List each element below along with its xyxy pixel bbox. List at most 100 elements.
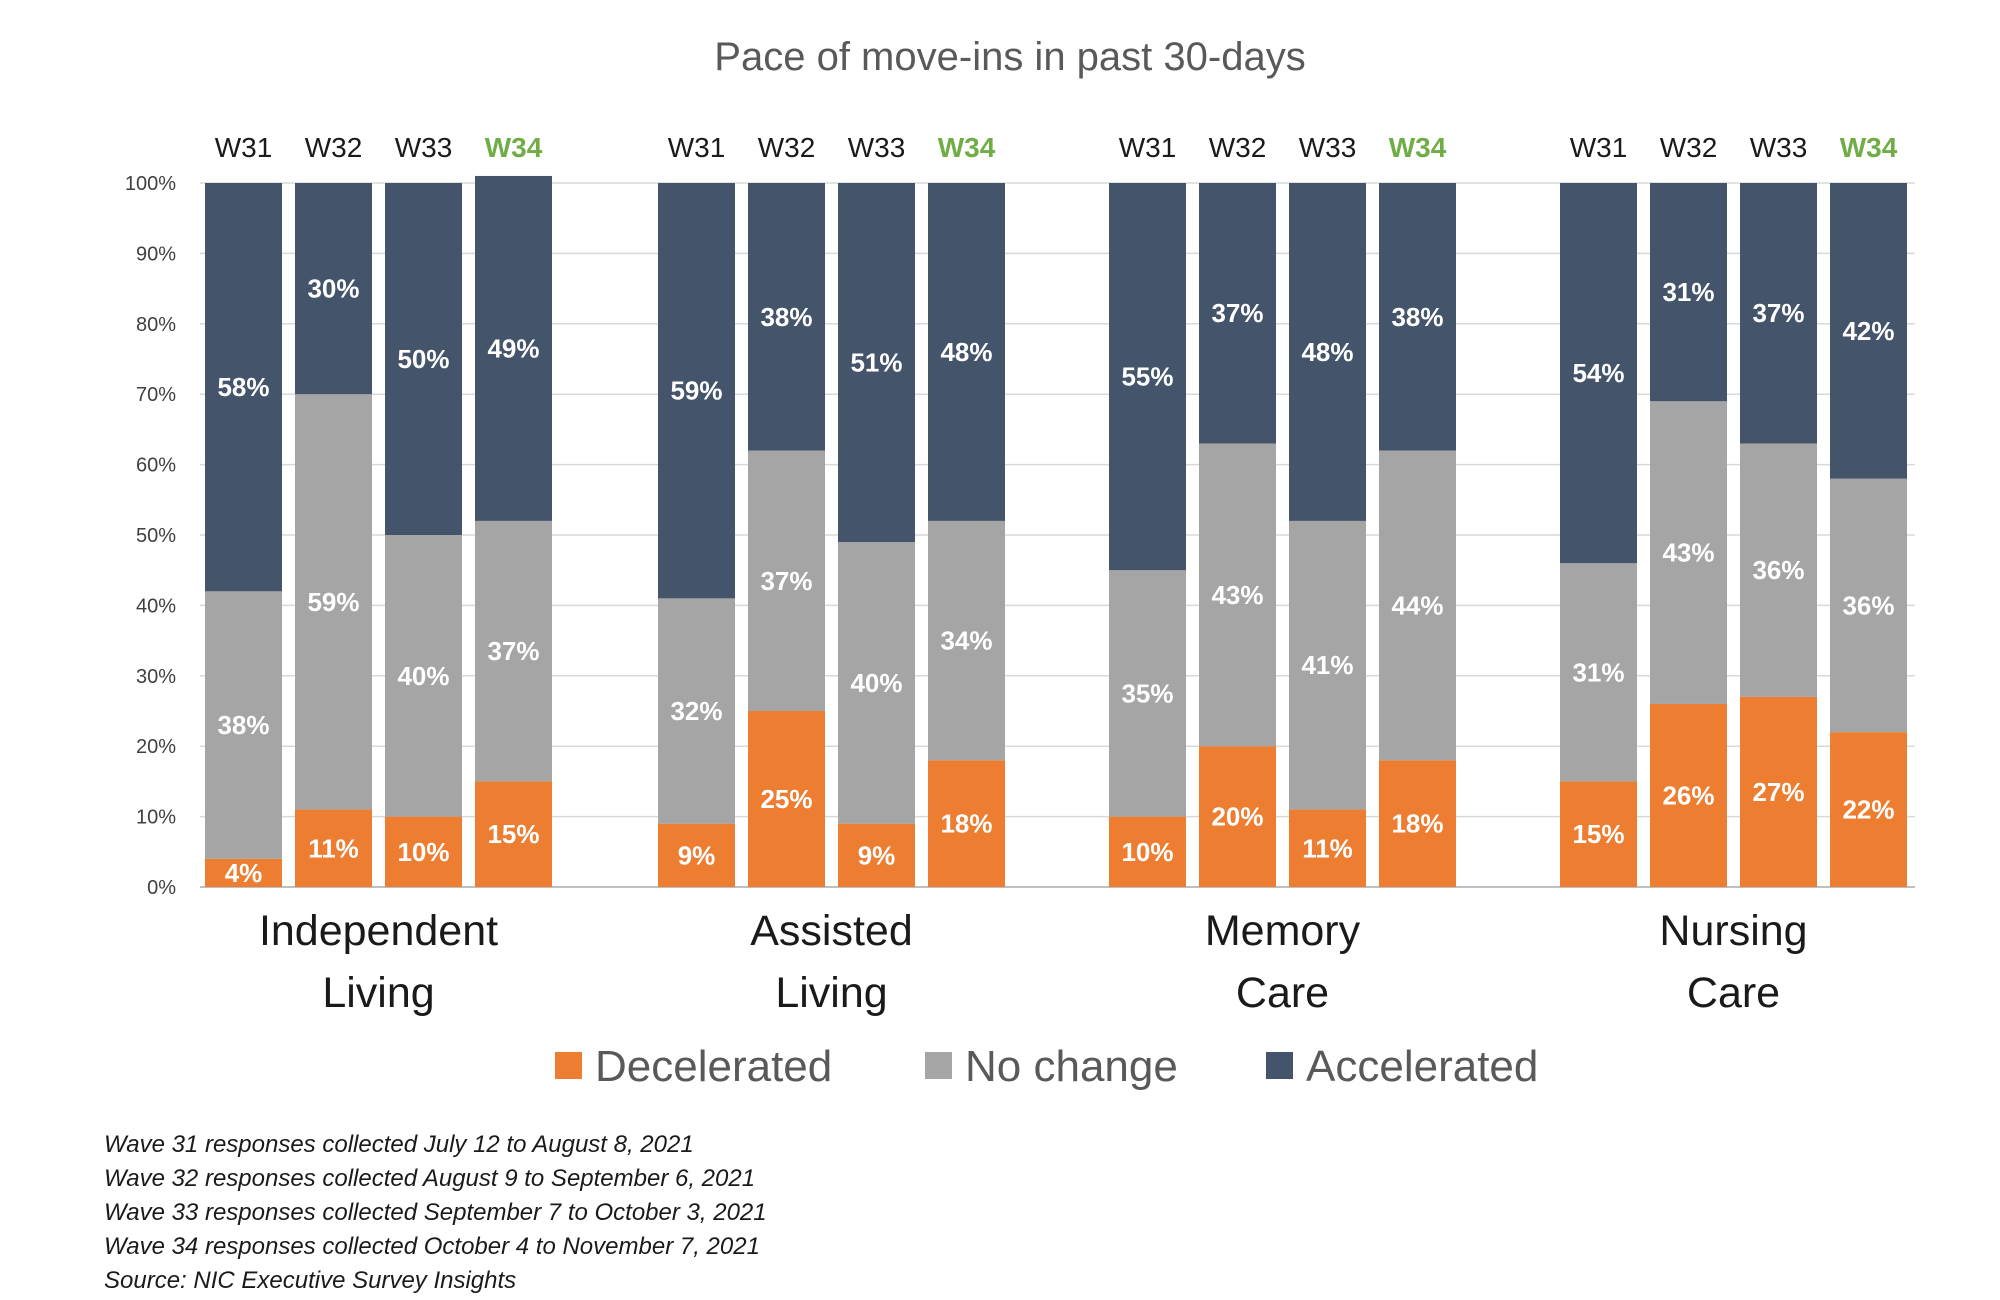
wave-label: W31: [668, 132, 726, 163]
wave-label: W32: [305, 132, 363, 163]
data-label: 34%: [940, 626, 992, 656]
data-label: 35%: [1121, 678, 1173, 708]
wave-label: W32: [1660, 132, 1718, 163]
legend-label-decelerated: Decelerated: [595, 1042, 832, 1091]
bar-assisted-living-w32-accelerated: [748, 183, 825, 451]
wave-label: W33: [1750, 132, 1808, 163]
wave-label: W33: [395, 132, 453, 163]
data-label: 11%: [1302, 833, 1353, 863]
data-label: 9%: [678, 840, 716, 870]
bar-independent-living-w32-no-change: [295, 394, 372, 810]
y-tick-label: 90%: [136, 243, 176, 265]
legend-swatch-no-change: [925, 1052, 952, 1079]
bar-independent-living-w31-decelerated: [205, 858, 282, 887]
data-label: 54%: [1572, 358, 1624, 388]
data-label: 15%: [1572, 819, 1624, 849]
data-label: 37%: [1752, 298, 1804, 328]
wave-label: W34: [485, 132, 543, 163]
wave-label: W34: [1840, 132, 1898, 163]
bar-memory-care-w34-no-change: [1379, 450, 1456, 761]
group-label-assisted-living: Assisted: [750, 907, 913, 955]
bar-independent-living-w34-no-change: [475, 520, 552, 782]
data-label: 18%: [1391, 809, 1443, 839]
labels: 4% 38% 58% W31 11% 59% 30% W32 10% 40% 50% W33 15% 37…: [215, 132, 1898, 1017]
bar-memory-care-w34-decelerated: [1379, 760, 1456, 887]
data-label: 44%: [1391, 590, 1443, 620]
bar-assisted-living-w32-decelerated: [748, 711, 825, 887]
legend-swatch-accelerated: [1266, 1052, 1293, 1079]
footnote-wave32: Wave 32 responses collected August 9 to …: [104, 1165, 756, 1192]
group-label-nursing-care: Nursing: [1659, 907, 1807, 955]
footnote-source: Source: NIC Executive Survey Insights: [104, 1267, 517, 1294]
data-label: 26%: [1662, 780, 1714, 810]
group-label-memory-care: Care: [1236, 969, 1329, 1017]
data-label: 41%: [1301, 650, 1353, 680]
data-label: 59%: [670, 376, 722, 406]
data-label: 43%: [1211, 580, 1263, 610]
bar-nursing-care-w31-decelerated: [1560, 781, 1637, 887]
bar-nursing-care-w32-no-change: [1650, 401, 1727, 704]
data-label: 20%: [1211, 802, 1263, 832]
bar-nursing-care-w34-accelerated: [1830, 183, 1907, 479]
data-label: 9%: [858, 840, 896, 870]
bar-independent-living-w31-no-change: [205, 591, 282, 859]
bar-memory-care-w33-no-change: [1289, 520, 1366, 810]
bar-independent-living-w34-decelerated: [475, 781, 552, 887]
bar-nursing-care-w32-accelerated: [1650, 183, 1727, 402]
legend: Decelerated No change Accelerated: [555, 1042, 1538, 1091]
data-label: 30%: [307, 274, 359, 304]
bar-memory-care-w31-no-change: [1109, 570, 1186, 817]
bar-assisted-living-w33-accelerated: [838, 183, 915, 543]
bar-assisted-living-w31-accelerated: [658, 183, 735, 599]
y-tick-label: 50%: [136, 525, 176, 547]
bars: [205, 175, 1907, 887]
bar-memory-care-w32-decelerated: [1199, 746, 1276, 887]
bar-assisted-living-w31-decelerated: [658, 823, 735, 887]
y-tick-label: 100%: [125, 173, 176, 195]
bar-independent-living-w34-accelerated: [475, 175, 552, 521]
bar-memory-care-w31-decelerated: [1109, 816, 1186, 887]
bar-nursing-care-w33-no-change: [1740, 443, 1817, 697]
data-label: 11%: [308, 833, 359, 863]
data-label: 38%: [1391, 302, 1443, 332]
bar-independent-living-w33-decelerated: [385, 816, 462, 887]
bar-independent-living-w33-no-change: [385, 535, 462, 817]
data-label: 18%: [940, 809, 992, 839]
data-label: 32%: [670, 696, 722, 726]
legend-label-no-change: No change: [965, 1042, 1178, 1091]
data-label: 38%: [217, 710, 269, 740]
data-label: 51%: [850, 348, 902, 378]
data-label: 10%: [1121, 837, 1173, 867]
group-label-independent-living: Independent: [259, 907, 498, 955]
data-label: 40%: [397, 661, 449, 691]
data-label: 15%: [487, 819, 539, 849]
y-tick-label: 60%: [136, 455, 176, 477]
group-label-independent-living: Living: [322, 969, 434, 1017]
data-label: 37%: [760, 566, 812, 596]
data-label: 58%: [217, 372, 269, 402]
bar-assisted-living-w34-decelerated: [928, 760, 1005, 887]
wave-label: W31: [215, 132, 273, 163]
group-label-assisted-living: Living: [775, 969, 887, 1017]
data-label: 49%: [487, 333, 539, 363]
y-tick-label: 20%: [136, 736, 176, 758]
y-tick-label: 10%: [136, 807, 176, 829]
data-label: 4%: [225, 858, 263, 888]
data-label: 50%: [397, 344, 449, 374]
bar-nursing-care-w34-decelerated: [1830, 732, 1907, 887]
y-tick-label: 80%: [136, 314, 176, 336]
bar-assisted-living-w33-decelerated: [838, 823, 915, 887]
data-label: 48%: [940, 337, 992, 367]
bar-nursing-care-w33-accelerated: [1740, 183, 1817, 444]
bar-independent-living-w32-decelerated: [295, 809, 372, 887]
data-label: 38%: [760, 302, 812, 332]
bar-memory-care-w31-accelerated: [1109, 183, 1186, 571]
data-label: 31%: [1572, 657, 1624, 687]
data-label: 22%: [1842, 795, 1894, 825]
bar-nursing-care-w33-decelerated: [1740, 696, 1817, 887]
data-label: 43%: [1662, 538, 1714, 568]
wave-label: W34: [1389, 132, 1447, 163]
bar-memory-care-w32-accelerated: [1199, 183, 1276, 444]
wave-label: W31: [1119, 132, 1177, 163]
